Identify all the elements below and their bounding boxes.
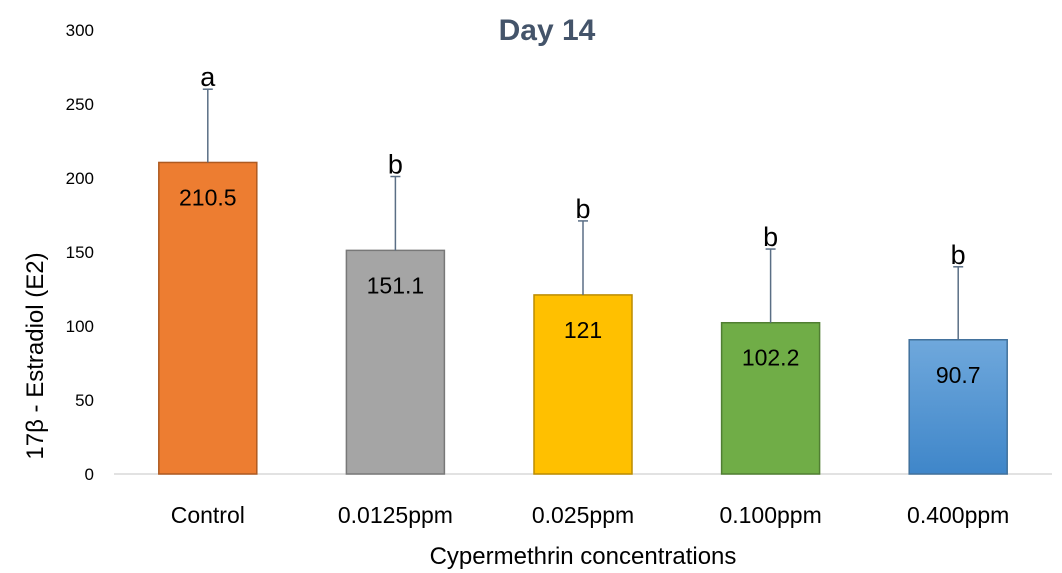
- bar: [345, 249, 446, 475]
- x-tick-label: 0.100ppm: [719, 502, 821, 528]
- y-tick-label: 200: [66, 169, 94, 188]
- significance-label: b: [388, 150, 403, 180]
- x-axis-title: Cypermethrin concentrations: [430, 543, 737, 570]
- y-axis-title: 17β - Estradiol (E2): [22, 252, 49, 459]
- y-tick-label: 250: [66, 95, 94, 114]
- significance-label: b: [575, 194, 590, 224]
- bar: [720, 321, 821, 475]
- x-tick-label: 0.025ppm: [532, 502, 634, 528]
- y-axis-ticks: 0 50 100 150 200 250 300: [66, 21, 94, 484]
- data-label: 210.5: [179, 184, 237, 210]
- significance-label: b: [951, 240, 966, 270]
- value-labels: 210.5 151.1 121 102.2 90.7: [179, 184, 981, 387]
- error-bars: [202, 88, 964, 340]
- bar: [908, 339, 1008, 475]
- data-label: 151.1: [367, 272, 425, 298]
- x-tick-label: Control: [171, 502, 245, 528]
- y-tick-label: 150: [66, 243, 94, 262]
- y-tick-label: 0: [85, 465, 94, 484]
- y-tick-label: 50: [75, 391, 94, 410]
- data-label: 90.7: [936, 362, 981, 388]
- x-tick-label: 0.0125ppm: [338, 502, 453, 528]
- significance-labels: a b b b b: [200, 62, 965, 270]
- y-tick-label: 100: [66, 317, 94, 336]
- chart-title: Day 14: [499, 14, 596, 47]
- x-tick-label: 0.400ppm: [907, 502, 1009, 528]
- x-axis-ticks: Control 0.0125ppm 0.025ppm 0.100ppm 0.400ppm: [171, 502, 1010, 528]
- bars: [158, 161, 1008, 475]
- data-label: 102.2: [742, 345, 800, 371]
- data-label: 121: [564, 317, 602, 343]
- significance-label: a: [200, 62, 216, 92]
- significance-label: b: [763, 222, 778, 252]
- y-tick-label: 300: [66, 21, 94, 40]
- bar: [158, 161, 258, 475]
